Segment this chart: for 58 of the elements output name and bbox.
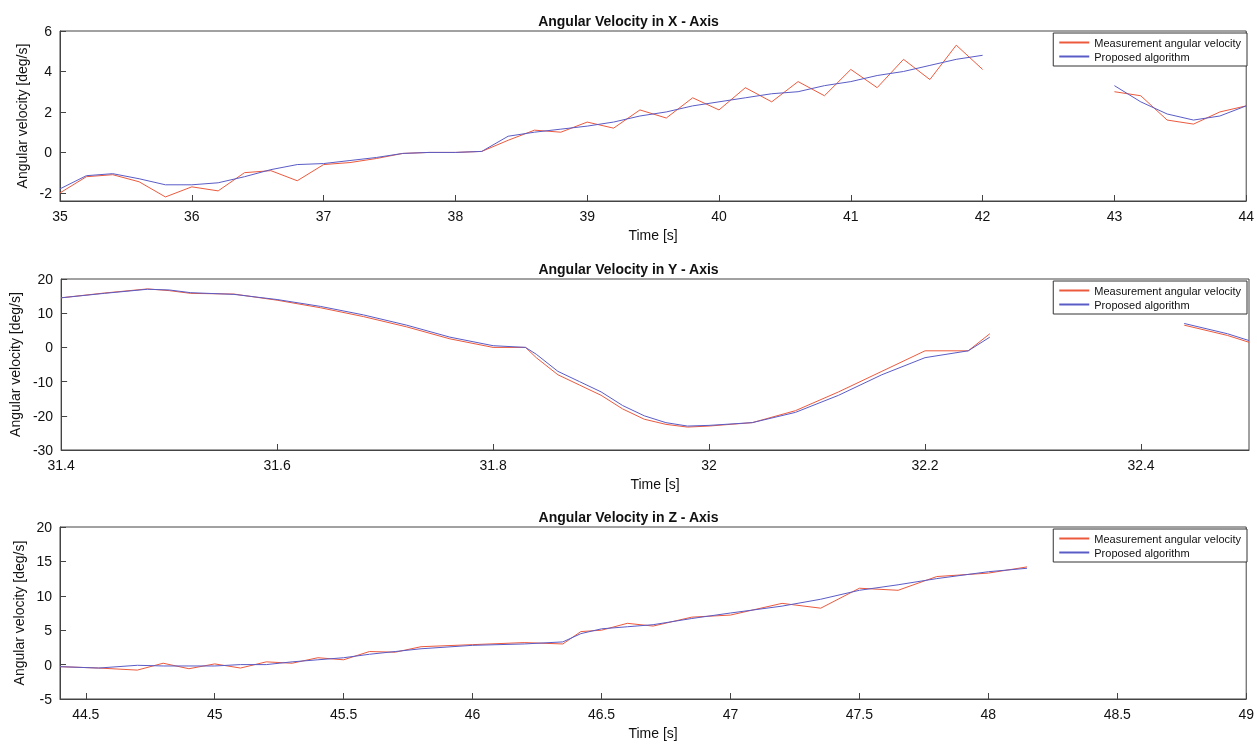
x-tick-label: 43 xyxy=(1106,208,1123,224)
x-tick-label: 46.5 xyxy=(587,706,616,722)
x-tick-label: 38 xyxy=(447,208,464,224)
x-tick-label: 48.5 xyxy=(1103,706,1132,722)
y-tick-label: 5 xyxy=(44,622,53,639)
x-tick-label: 32.2 xyxy=(911,457,939,473)
x-tick-label: 36 xyxy=(184,208,200,224)
x-tick-label: 48 xyxy=(980,706,997,722)
legend-label: Proposed algorithm xyxy=(1094,298,1190,311)
chart-title: Angular Velocity in Z - Axis xyxy=(538,509,719,525)
x-tick-label: 31.8 xyxy=(479,457,507,473)
x-tick-label: 32.4 xyxy=(1127,457,1155,473)
y-tick-label: 4 xyxy=(44,63,53,80)
y-tick-label: -10 xyxy=(32,373,54,390)
x-tick-label: 44.5 xyxy=(72,706,100,722)
x-tick-label: 45 xyxy=(206,706,223,722)
x-axis-title: Time [s] xyxy=(628,226,678,243)
y-tick-label: 2 xyxy=(44,103,53,120)
legend-label: Measurement angular velocity xyxy=(1094,284,1242,297)
x-axis-title: Time [s] xyxy=(630,475,680,492)
x-tick-label: 47.5 xyxy=(845,706,874,722)
y-tick-label: 20 xyxy=(36,519,53,535)
y-tick-label: -20 xyxy=(32,407,54,424)
legend-label: Measurement angular velocity xyxy=(1094,532,1242,545)
x-tick-label: 47 xyxy=(722,706,739,722)
legend-label: Measurement angular velocity xyxy=(1094,36,1242,49)
y-tick-label: -30 xyxy=(32,442,54,458)
x-tick-label: 40 xyxy=(711,208,727,224)
x-tick-label: 37 xyxy=(315,208,332,224)
x-tick-label: 49 xyxy=(1238,706,1255,722)
x-tick-label: 32 xyxy=(701,457,718,473)
y-tick-label: 10 xyxy=(36,587,53,604)
legend-label: Proposed algorithm xyxy=(1094,50,1190,63)
y-tick-label: 0 xyxy=(45,339,54,356)
y-tick-label: 0 xyxy=(44,656,53,673)
y-tick-label: -2 xyxy=(39,184,53,201)
legend-label: Proposed algorithm xyxy=(1094,546,1190,559)
x-tick-label: 45.5 xyxy=(330,706,358,722)
x-tick-label: 41 xyxy=(843,208,859,224)
x-tick-label: 42 xyxy=(974,208,991,224)
x-tick-label: 31.6 xyxy=(263,457,291,473)
y-tick-label: 6 xyxy=(44,23,53,39)
y-tick-label: 10 xyxy=(37,305,54,322)
x-tick-label: 35 xyxy=(52,208,68,224)
y-tick-label: -5 xyxy=(39,691,53,707)
y-tick-label: 15 xyxy=(36,553,53,570)
chart-title: Angular Velocity in Y - Axis xyxy=(538,261,719,277)
x-tick-label: 39 xyxy=(579,208,596,224)
y-axis-title: Angular velocity [deg/s] xyxy=(13,43,30,189)
x-tick-label: 44 xyxy=(1238,208,1255,224)
y-tick-label: 0 xyxy=(44,144,53,161)
x-tick-label: 31.4 xyxy=(47,457,75,473)
chart-title: Angular Velocity in X - Axis xyxy=(538,13,720,29)
x-axis-title: Time [s] xyxy=(628,724,678,741)
y-axis-title: Angular velocity [deg/s] xyxy=(7,292,23,437)
y-tick-label: 20 xyxy=(37,271,54,287)
y-axis-title: Angular velocity [deg/s] xyxy=(10,540,27,686)
x-tick-label: 46 xyxy=(464,706,481,722)
